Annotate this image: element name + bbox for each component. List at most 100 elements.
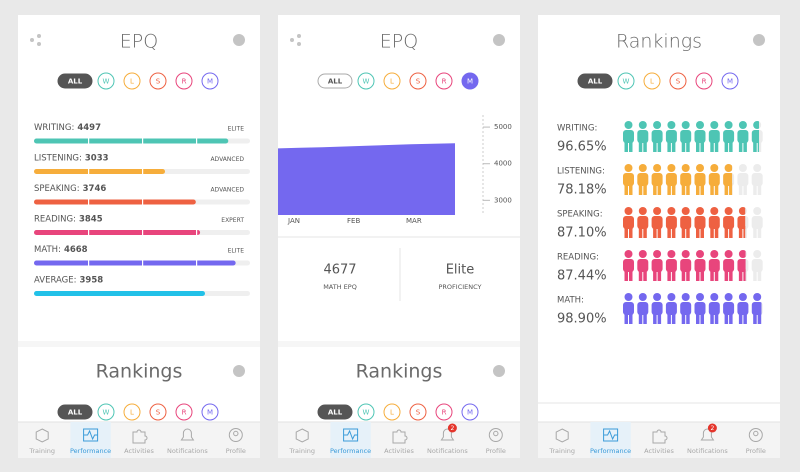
filter-pill[interactable] <box>57 404 93 420</box>
filter-circle[interactable] <box>695 72 713 90</box>
person-leg <box>629 312 633 324</box>
nav-icon <box>555 428 569 443</box>
person-head <box>624 293 633 301</box>
nav-icon-head <box>753 430 759 437</box>
filter-circle[interactable] <box>617 72 635 90</box>
filter-circle[interactable] <box>383 72 401 90</box>
nav-item[interactable]: Profile <box>486 428 506 456</box>
person-icon <box>737 293 749 324</box>
person-head <box>696 207 704 215</box>
skill-label: LISTENING: 3033 <box>34 153 109 163</box>
filter-circle[interactable] <box>357 72 375 90</box>
filter-pill[interactable] <box>317 404 353 420</box>
person-body <box>708 130 720 143</box>
filter-circle[interactable] <box>435 72 453 90</box>
nav-item[interactable]: 2 Notifications <box>427 423 468 456</box>
nav-item[interactable]: Performance <box>330 422 371 458</box>
section-title: Rankings <box>356 361 443 383</box>
nav-item[interactable]: Activities <box>124 429 154 455</box>
nav-item[interactable]: Profile <box>746 428 766 456</box>
nav-item[interactable]: Profile <box>226 428 246 456</box>
help-button[interactable] <box>753 34 765 46</box>
filter-circle[interactable] <box>201 72 219 90</box>
person-leg <box>681 140 686 152</box>
ranking-value: 78.18% <box>557 183 607 198</box>
filter-label: ALL <box>68 78 83 86</box>
badge-count: 2 <box>710 425 714 432</box>
filter-circle[interactable] <box>201 403 219 421</box>
bar-divider <box>88 230 90 235</box>
help-button[interactable] <box>233 34 245 46</box>
person-head <box>696 121 704 129</box>
nav-item[interactable]: Performance <box>590 422 631 458</box>
filter-circle[interactable] <box>461 403 479 421</box>
nav-active-bg <box>330 422 371 458</box>
filter-circle[interactable] <box>97 403 115 421</box>
filter-pill[interactable] <box>57 73 93 89</box>
person-icon <box>680 207 692 238</box>
filter-circle[interactable] <box>123 403 141 421</box>
share-dot <box>297 42 301 46</box>
share-button[interactable] <box>30 34 41 46</box>
person-head <box>638 164 647 172</box>
skill-label: AVERAGE: 3958 <box>34 275 103 285</box>
ranking-icons <box>623 250 763 281</box>
person-head <box>724 250 733 258</box>
filter-circle[interactable] <box>409 403 427 421</box>
person-leg <box>629 140 633 152</box>
nav-icon <box>392 429 408 444</box>
nav-icon-head <box>493 430 499 437</box>
x-tick-label: FEB <box>347 217 360 225</box>
person-leg <box>681 269 686 281</box>
skill-score: 3845 <box>79 214 103 224</box>
help-button[interactable] <box>233 365 245 377</box>
nav-item[interactable]: Activities <box>384 429 414 455</box>
filter-circle[interactable] <box>721 72 739 90</box>
filter-pill[interactable] <box>577 73 613 89</box>
person-leg <box>700 140 704 152</box>
filter-circle[interactable] <box>409 72 427 90</box>
filter-circle[interactable] <box>643 72 661 90</box>
person-leg <box>700 226 704 238</box>
filter-circle[interactable] <box>435 403 453 421</box>
filter-circle[interactable] <box>175 403 193 421</box>
nav-item[interactable]: Activities <box>644 429 674 455</box>
nav-item[interactable]: Training <box>548 428 575 455</box>
filter-circle[interactable] <box>383 403 401 421</box>
nav-item[interactable]: Training <box>288 428 315 455</box>
filter-circle[interactable] <box>97 72 115 90</box>
person-leg <box>729 269 733 281</box>
person-leg <box>729 312 733 324</box>
nav-bar <box>18 422 260 458</box>
filter-circle[interactable] <box>357 403 375 421</box>
filter-circle[interactable] <box>149 403 167 421</box>
nav-icon <box>652 429 668 444</box>
person-icon <box>723 164 733 195</box>
person-leg <box>643 226 647 238</box>
nav-item[interactable]: Training <box>28 428 55 455</box>
person-leg <box>714 312 719 324</box>
help-button[interactable] <box>493 34 505 46</box>
person-leg <box>757 312 762 324</box>
share-dot <box>297 34 301 38</box>
nav-item[interactable]: Notifications <box>167 428 208 455</box>
filter-circle[interactable] <box>123 72 141 90</box>
person-leg <box>743 312 747 324</box>
person-head <box>681 121 690 129</box>
nav-item[interactable]: Performance <box>70 422 111 458</box>
share-button[interactable] <box>290 34 301 46</box>
help-button[interactable] <box>493 365 505 377</box>
person-head <box>710 250 719 258</box>
filter-circle[interactable] <box>175 72 193 90</box>
filter-circle[interactable] <box>149 72 167 90</box>
bar-divider <box>196 138 198 144</box>
person-head <box>667 164 676 172</box>
filter-circle[interactable] <box>669 72 687 90</box>
person-leg <box>710 183 714 195</box>
nav-label: Profile <box>746 447 766 455</box>
filter-pill[interactable] <box>317 73 353 89</box>
ranking-icons <box>623 164 763 195</box>
person-body <box>637 259 649 272</box>
nav-item[interactable]: 2 Notifications <box>687 423 728 456</box>
filter-circle[interactable] <box>461 72 479 90</box>
